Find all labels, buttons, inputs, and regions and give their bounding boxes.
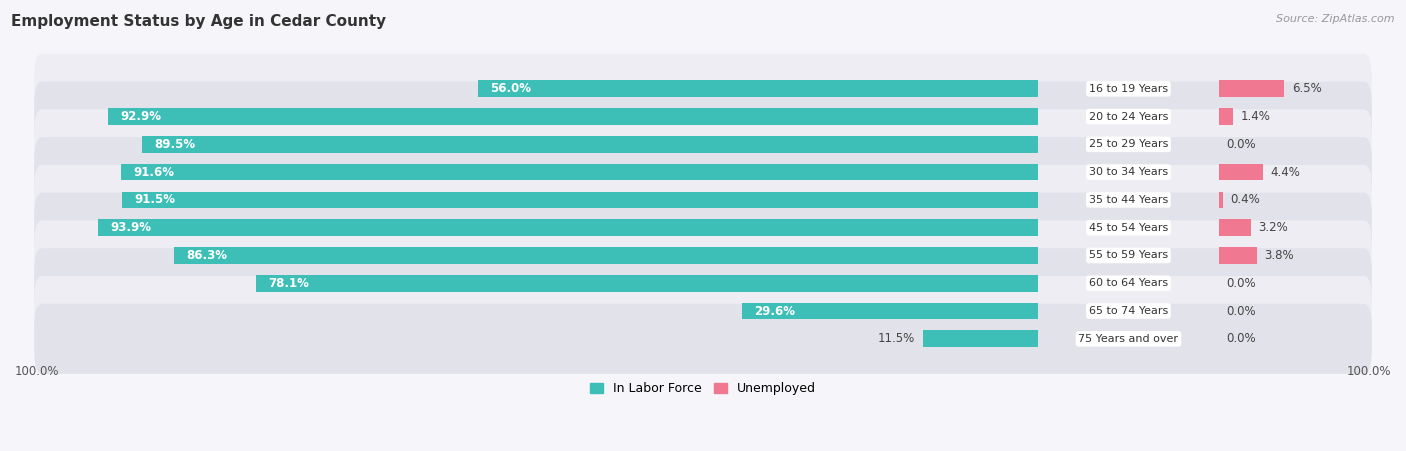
Text: 3.2%: 3.2% bbox=[1258, 221, 1288, 234]
Bar bbox=[174, 247, 1039, 264]
Text: 75 Years and over: 75 Years and over bbox=[1078, 334, 1178, 344]
Text: 92.9%: 92.9% bbox=[121, 110, 162, 123]
Text: 0.0%: 0.0% bbox=[1226, 332, 1256, 345]
Text: 0.4%: 0.4% bbox=[1230, 193, 1260, 207]
Bar bbox=[108, 108, 1039, 125]
FancyBboxPatch shape bbox=[34, 165, 1372, 235]
Text: 4.4%: 4.4% bbox=[1271, 166, 1301, 179]
Text: Source: ZipAtlas.com: Source: ZipAtlas.com bbox=[1277, 14, 1395, 23]
Text: 45 to 54 Years: 45 to 54 Years bbox=[1088, 223, 1168, 233]
Text: 0.0%: 0.0% bbox=[1226, 304, 1256, 318]
Bar bbox=[1219, 247, 1257, 264]
Bar bbox=[924, 331, 1039, 347]
Legend: In Labor Force, Unemployed: In Labor Force, Unemployed bbox=[585, 377, 821, 400]
Text: 35 to 44 Years: 35 to 44 Years bbox=[1088, 195, 1168, 205]
FancyBboxPatch shape bbox=[34, 193, 1372, 262]
Text: 11.5%: 11.5% bbox=[877, 332, 915, 345]
Bar bbox=[1219, 164, 1263, 180]
Text: 56.0%: 56.0% bbox=[489, 82, 530, 95]
Bar bbox=[121, 164, 1039, 180]
Text: 25 to 29 Years: 25 to 29 Years bbox=[1088, 139, 1168, 149]
Bar bbox=[256, 275, 1039, 291]
Text: 29.6%: 29.6% bbox=[754, 304, 794, 318]
FancyBboxPatch shape bbox=[34, 54, 1372, 124]
Bar bbox=[478, 80, 1039, 97]
Text: 60 to 64 Years: 60 to 64 Years bbox=[1088, 278, 1168, 288]
Text: 30 to 34 Years: 30 to 34 Years bbox=[1088, 167, 1168, 177]
Text: 6.5%: 6.5% bbox=[1292, 82, 1322, 95]
FancyBboxPatch shape bbox=[34, 304, 1372, 374]
Text: 65 to 74 Years: 65 to 74 Years bbox=[1088, 306, 1168, 316]
Bar bbox=[1219, 80, 1284, 97]
Text: 91.5%: 91.5% bbox=[135, 193, 176, 207]
Text: 20 to 24 Years: 20 to 24 Years bbox=[1088, 111, 1168, 122]
FancyBboxPatch shape bbox=[34, 137, 1372, 207]
Bar bbox=[122, 192, 1039, 208]
Bar bbox=[98, 219, 1039, 236]
Text: 78.1%: 78.1% bbox=[269, 277, 309, 290]
Text: 3.8%: 3.8% bbox=[1264, 249, 1295, 262]
Bar bbox=[1219, 192, 1223, 208]
Bar bbox=[1219, 219, 1250, 236]
Text: 0.0%: 0.0% bbox=[1226, 277, 1256, 290]
Text: 1.4%: 1.4% bbox=[1240, 110, 1271, 123]
FancyBboxPatch shape bbox=[34, 109, 1372, 179]
FancyBboxPatch shape bbox=[34, 82, 1372, 152]
Bar bbox=[1219, 108, 1233, 125]
Text: 93.9%: 93.9% bbox=[110, 221, 152, 234]
Text: 89.5%: 89.5% bbox=[155, 138, 195, 151]
Bar bbox=[742, 303, 1039, 319]
Text: 55 to 59 Years: 55 to 59 Years bbox=[1088, 250, 1168, 261]
Bar bbox=[142, 136, 1039, 153]
Text: Employment Status by Age in Cedar County: Employment Status by Age in Cedar County bbox=[11, 14, 387, 28]
Text: 91.6%: 91.6% bbox=[134, 166, 174, 179]
FancyBboxPatch shape bbox=[34, 221, 1372, 290]
Text: 16 to 19 Years: 16 to 19 Years bbox=[1088, 84, 1168, 94]
Text: 0.0%: 0.0% bbox=[1226, 138, 1256, 151]
FancyBboxPatch shape bbox=[34, 276, 1372, 346]
FancyBboxPatch shape bbox=[34, 248, 1372, 318]
Text: 86.3%: 86.3% bbox=[187, 249, 228, 262]
